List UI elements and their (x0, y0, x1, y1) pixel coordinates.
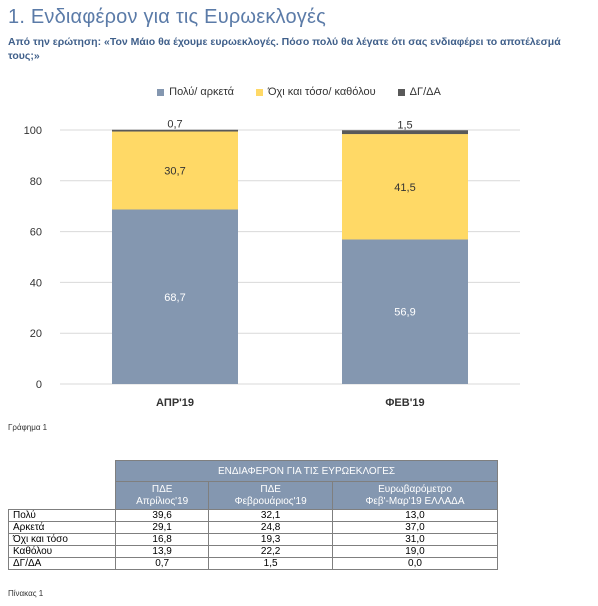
table-row: Όχι και τόσο 16,8 19,3 31,0 (8, 533, 499, 546)
table-cell: 1,5 (208, 557, 333, 570)
data-label: 56,9 (394, 307, 415, 319)
col-header-line1: ΠΔΕ (151, 483, 173, 495)
row-label: ΔΓ/ΔΑ (8, 557, 116, 570)
y-tick-label: 40 (30, 277, 42, 289)
table-cell: 37,0 (331, 521, 499, 534)
table-cell: 19,3 (208, 533, 333, 546)
table-cell: 0,0 (331, 557, 499, 570)
col-header-line2: Απρίλιος'19 (136, 495, 189, 507)
legend-swatch-series-2 (255, 88, 263, 96)
legend-label-series-1: Πολύ/ αρκετά (169, 86, 234, 98)
table-corner (9, 461, 116, 510)
row-label: Καθόλου (8, 545, 116, 558)
table-col-header: ΠΔΕ Φεβρουάριος'19 (208, 481, 333, 510)
y-tick-label: 60 (30, 227, 42, 239)
legend-swatch-series-3 (397, 88, 405, 96)
table-cell: 39,6 (114, 509, 210, 522)
data-label: 1,5 (397, 119, 412, 131)
y-tick-label: 0 (36, 379, 42, 391)
table-cell: 0,7 (114, 557, 210, 570)
data-label: 30,7 (164, 166, 185, 178)
legend-label-series-2: Όχι και τόσο/ καθόλου (267, 86, 376, 98)
col-header-line2: Φεβρουάριος'19 (234, 495, 307, 507)
data-label: 41,5 (394, 182, 415, 194)
legend-item-series-3: ΔΓ/ΔΑ (397, 86, 441, 98)
table-cell: 16,8 (114, 533, 210, 546)
table-row: Πολύ 39,6 32,1 13,0 (8, 509, 499, 522)
page-title: 1. Ενδιαφέρον για τις Ευρωεκλογές (8, 6, 326, 28)
y-tick-label: 80 (30, 176, 42, 188)
table-col-header: ΠΔΕ Απρίλιος'19 (114, 481, 210, 510)
bar-segment-2 (112, 131, 238, 210)
table-cell: 19,0 (331, 545, 499, 558)
chart-legend: Πολύ/ αρκετά Όχι και τόσο/ καθόλου ΔΓ/ΔΑ (0, 86, 598, 98)
table-cell: 13,9 (114, 545, 210, 558)
table-col-header: Ευρωβαρόμετρο Φεβ'-Μαρ'19 ΕΛΛΑΔΑ (331, 481, 499, 510)
x-tick-label: ΑΠΡ'19 (156, 397, 194, 409)
table-caption: Πίνακας 1 (8, 589, 44, 598)
col-header-line2: Φεβ'-Μαρ'19 ΕΛΛΑΔΑ (365, 495, 465, 507)
data-label: 0,7 (167, 119, 182, 131)
legend-item-series-2: Όχι και τόσο/ καθόλου (255, 86, 376, 98)
survey-question: Από την ερώτηση: «Τον Μάιο θα έχουμε ευρ… (8, 36, 561, 62)
table-cell: 31,0 (331, 533, 499, 546)
interest-table: ΕΝΔΙΑΦΕΡΟΝ ΓΙΑ ΤΙΣ ΕΥΡΩΕΚΛΟΓΕΣ ΠΔΕ Απρίλι… (8, 460, 499, 570)
table-cell: 13,0 (331, 509, 499, 522)
stacked-bar-chart: 0 20 40 60 80 100 68,7 30,7 0,7 ΑΠΡ'19 56,9 41,5 1,5… (24, 119, 520, 409)
col-header-line1: Ευρωβαρόμετρο (378, 483, 452, 495)
col-header-line1: ΠΔΕ (260, 483, 281, 495)
table-row: ΔΓ/ΔΑ 0,7 1,5 0,0 (8, 557, 499, 570)
x-tick-label: ΦΕΒ'19 (385, 397, 424, 409)
row-label: Όχι και τόσο (8, 533, 116, 546)
bar-segment-3 (342, 130, 468, 135)
bar-segment-2 (342, 134, 468, 240)
legend-label-series-3: ΔΓ/ΔΑ (409, 86, 441, 98)
row-label: Αρκετά (8, 521, 116, 534)
table-row: Καθόλου 13,9 22,2 19,0 (8, 545, 499, 558)
y-tick-label: 20 (30, 328, 42, 340)
figure-caption: Γράφημα 1 (8, 423, 48, 432)
row-label: Πολύ (8, 509, 116, 522)
table-cell: 24,8 (208, 521, 333, 534)
bar-segment-1 (112, 209, 238, 384)
data-label: 68,7 (164, 292, 185, 304)
bar-segment-3 (112, 129, 238, 132)
table-group-header: ΕΝΔΙΑΦΕΡΟΝ ΓΙΑ ΤΙΣ ΕΥΡΩΕΚΛΟΓΕΣ (115, 460, 498, 482)
table-cell: 29,1 (114, 521, 210, 534)
y-tick-label: 100 (24, 125, 42, 137)
legend-swatch-series-1 (157, 88, 165, 96)
table-row: Αρκετά 29,1 24,8 37,0 (8, 521, 499, 534)
table-cell: 32,1 (208, 509, 333, 522)
legend-item-series-1: Πολύ/ αρκετά (157, 86, 234, 98)
bar-segment-1 (342, 239, 468, 384)
table-cell: 22,2 (208, 545, 333, 558)
